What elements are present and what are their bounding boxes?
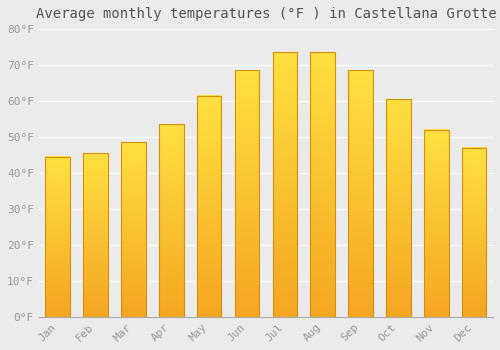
Bar [197,96,222,317]
Bar [84,153,108,317]
Bar [121,142,146,317]
Bar [348,70,373,317]
Bar [310,52,335,317]
Bar [462,148,486,317]
Title: Average monthly temperatures (°F ) in Castellana Grotte: Average monthly temperatures (°F ) in Ca… [36,7,496,21]
Bar [46,157,70,317]
Bar [386,99,410,317]
Bar [272,52,297,317]
Bar [424,130,448,317]
Bar [159,124,184,317]
Bar [234,70,260,317]
